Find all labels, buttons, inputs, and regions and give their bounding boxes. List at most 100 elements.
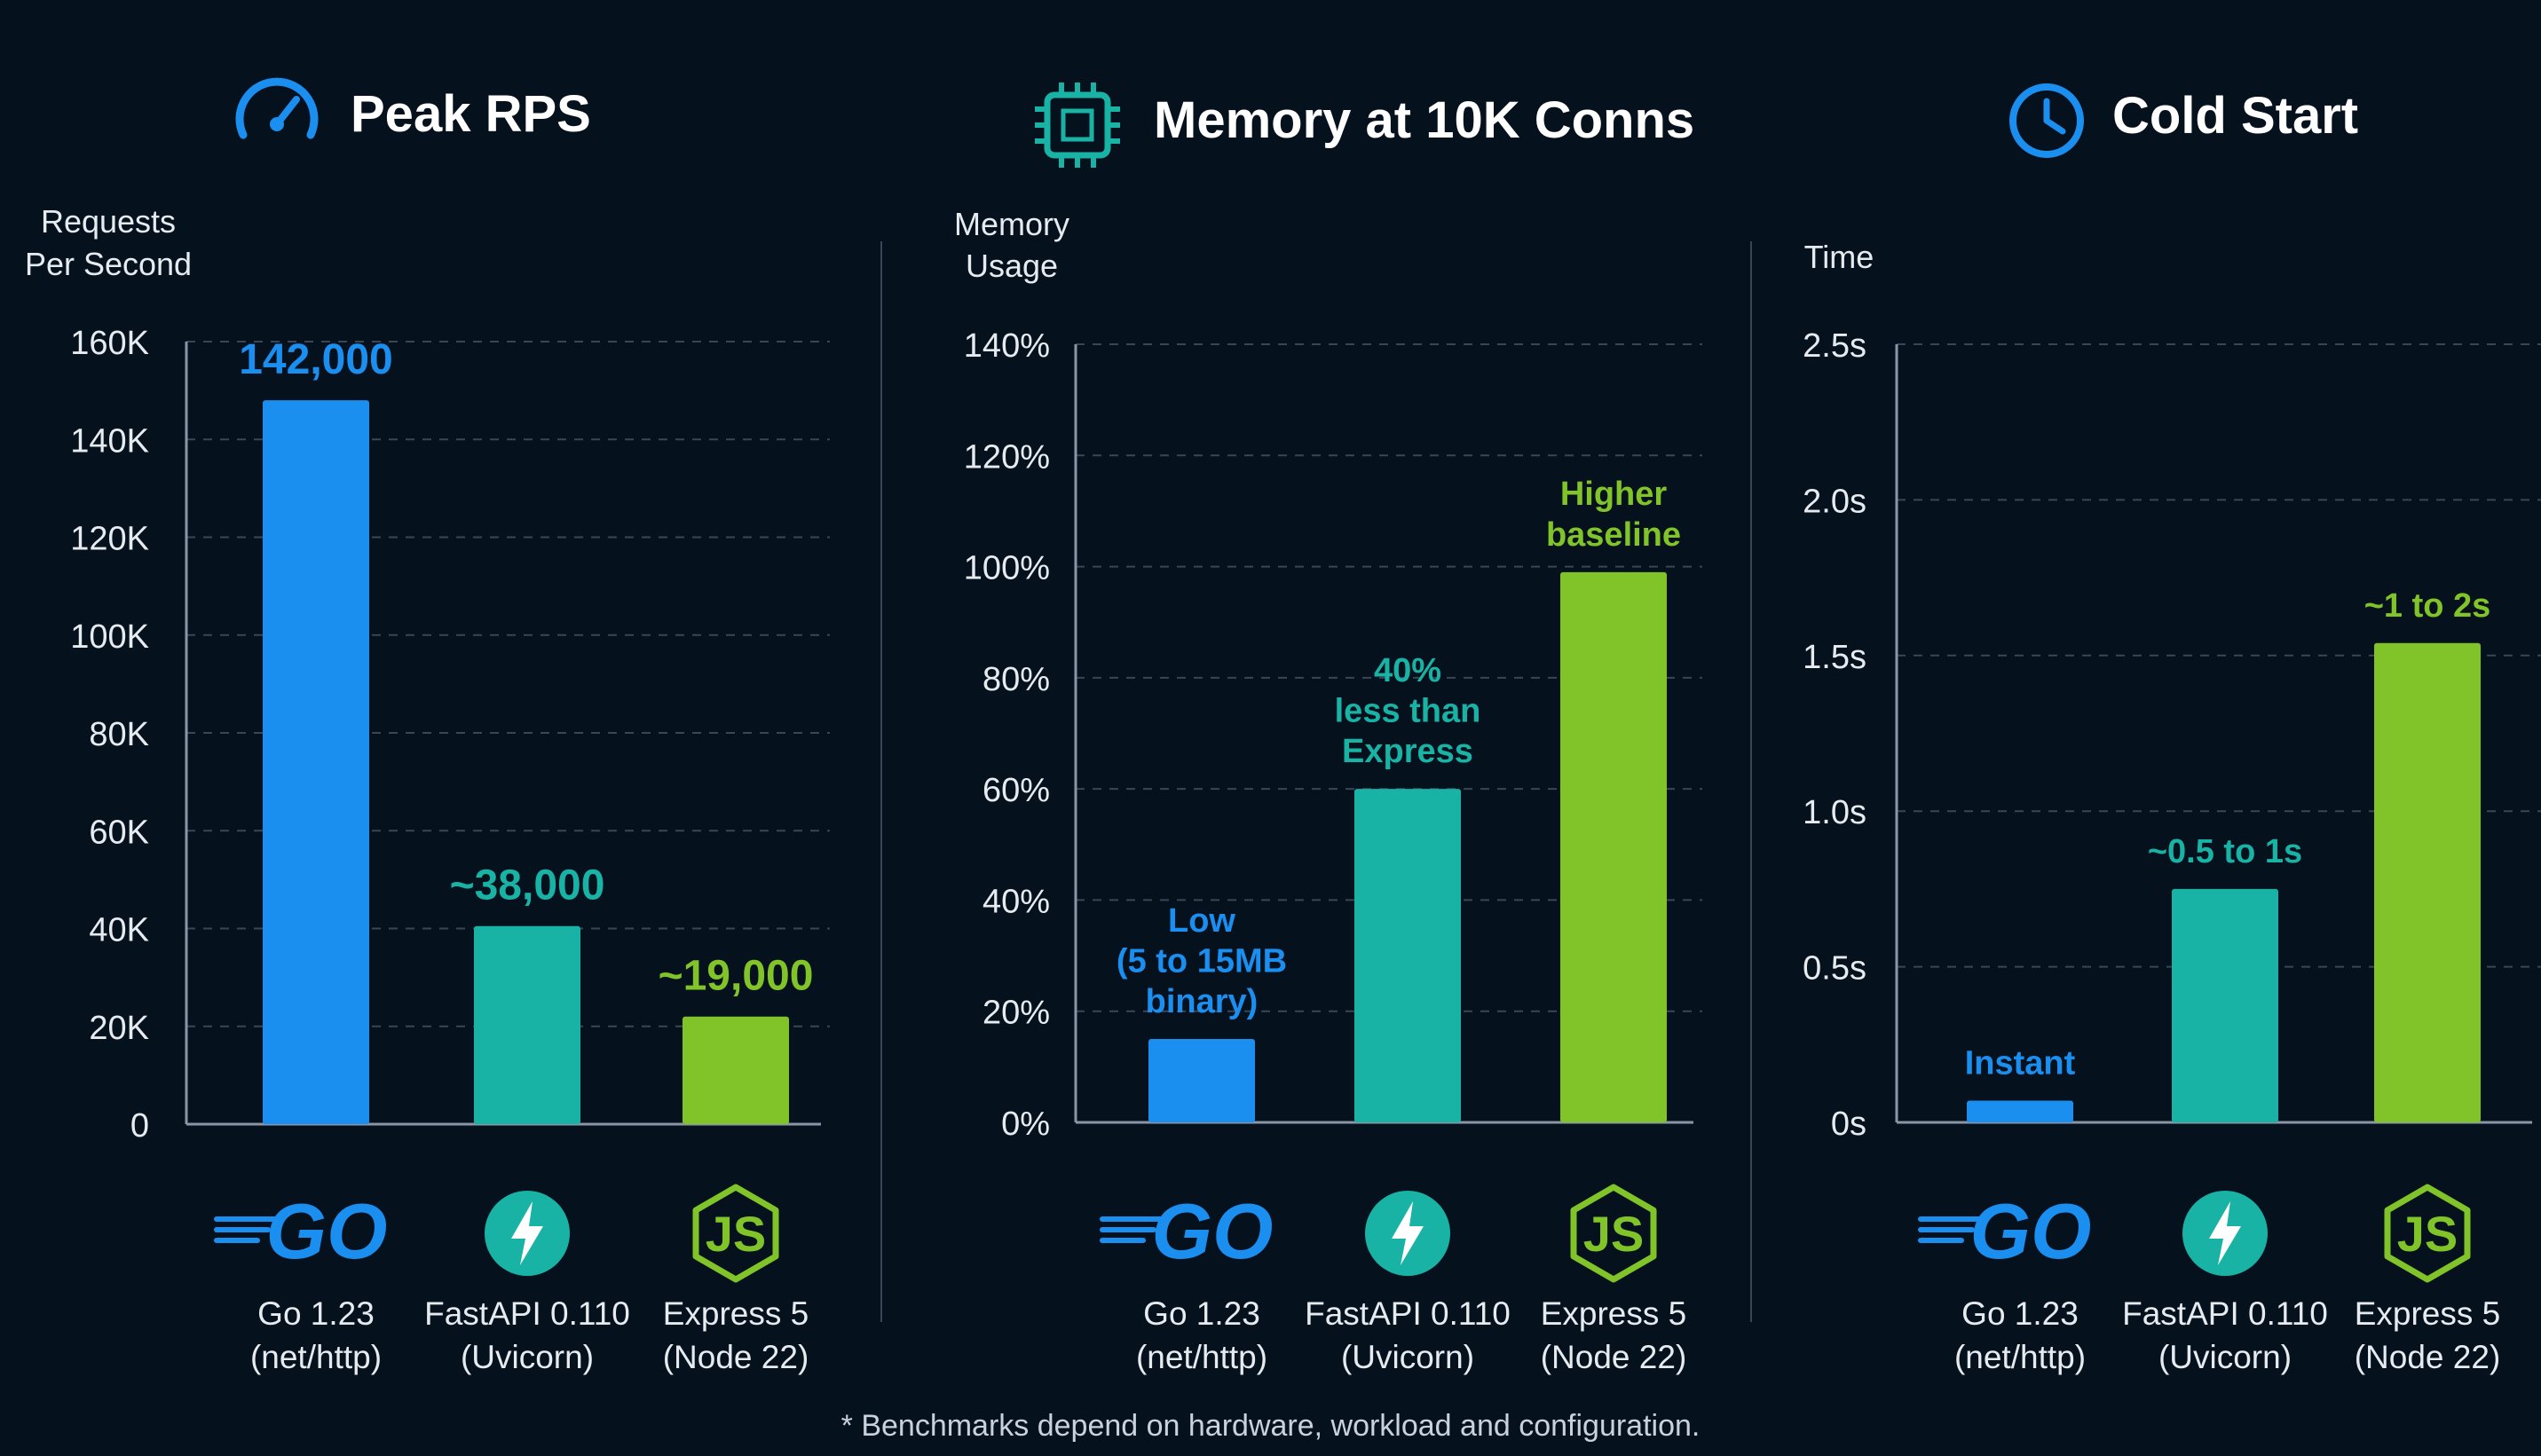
- bar-express: [2374, 642, 2481, 1122]
- y-tick-label: 100%: [964, 550, 1050, 587]
- bar-fastapi: [2172, 888, 2278, 1122]
- y-tick-label: 40K: [89, 912, 149, 949]
- category-sublabel: (Node 22): [2355, 1339, 2501, 1375]
- y-tick-label: 60K: [89, 814, 149, 851]
- category-sublabel: (Node 22): [663, 1339, 809, 1375]
- y-tick-label: 80%: [982, 661, 1050, 698]
- bar-go: [1148, 1039, 1255, 1122]
- data-label: Higher: [1560, 476, 1668, 513]
- speedometer-arc: [235, 77, 319, 139]
- category-label: Go 1.23: [257, 1295, 375, 1332]
- y-tick-label: 0: [130, 1107, 149, 1145]
- chart-panel-3: Cold Start Time 0s 0.5s 1.0s 1.5s 2.0s 2.5s Inst…: [1803, 83, 2541, 1375]
- category-label: Express 5: [2355, 1295, 2501, 1332]
- bar-fastapi: [474, 925, 580, 1124]
- node-logo-text: JS: [2397, 1206, 2458, 1262]
- category-label: FastAPI 0.110: [1305, 1295, 1511, 1332]
- nodejs-hexagon-icon: JS: [2384, 1184, 2471, 1283]
- data-label: (5 to 15MB: [1117, 942, 1287, 980]
- y-tick-label: 140%: [964, 327, 1050, 365]
- y-axis-label: Requests: [41, 203, 176, 240]
- clock-hands: [2043, 98, 2066, 135]
- node-hexagon: [692, 1184, 779, 1283]
- y-tick-label: 20K: [89, 1010, 149, 1047]
- data-label: binary): [1146, 983, 1259, 1020]
- category-label: Go 1.23: [1961, 1295, 2079, 1332]
- category-label: FastAPI 0.110: [424, 1295, 630, 1332]
- go-logo-text: GO: [266, 1187, 388, 1275]
- y-tick-label: 20%: [982, 995, 1050, 1032]
- y-axis-label: Usage: [966, 248, 1058, 284]
- category-sublabel: (Node 22): [1541, 1339, 1687, 1375]
- data-label: Instant: [1965, 1044, 2076, 1082]
- y-axis-label: Per Second: [25, 246, 192, 282]
- y-tick-label: 60%: [982, 772, 1050, 809]
- data-label: Express: [1342, 733, 1473, 770]
- bar-go: [1967, 1100, 2073, 1122]
- y-tick-label: 2.5s: [1803, 327, 1866, 365]
- lightning-bolt-icon: [2182, 1191, 2268, 1276]
- speedometer-icon: [235, 77, 319, 139]
- data-label: ~38,000: [450, 862, 605, 909]
- data-label: less than: [1335, 693, 1481, 730]
- go-gopher-logo-icon: GO: [1100, 1187, 1274, 1275]
- category-sublabel: (Uvicorn): [1341, 1339, 1474, 1375]
- y-tick-label: 40%: [982, 883, 1050, 920]
- data-label: 40%: [1374, 652, 1441, 689]
- y-tick-label: 120%: [964, 438, 1050, 476]
- y-tick-label: 0s: [1831, 1106, 1866, 1143]
- y-tick-label: 0%: [1001, 1106, 1050, 1143]
- lightning-bolt-icon: [1365, 1191, 1450, 1276]
- bolt-shape: [511, 1201, 543, 1265]
- chart-panel-2: Memory at 10K Conns Memory Usage 0% 20% 40% 60…: [954, 83, 1702, 1375]
- y-tick-label: 120K: [70, 521, 149, 558]
- y-tick-label: 160K: [70, 325, 149, 362]
- data-label: baseline: [1546, 516, 1681, 554]
- data-label: ~0.5 to 1s: [2148, 833, 2302, 870]
- go-logo-text: GO: [1152, 1187, 1274, 1275]
- chip-body: [1044, 91, 1111, 159]
- y-tick-label: 140K: [70, 422, 149, 460]
- bolt-shape: [2209, 1201, 2241, 1265]
- node-logo-text: JS: [706, 1206, 767, 1262]
- node-hexagon: [2384, 1184, 2471, 1283]
- y-tick-label: 80K: [89, 716, 149, 753]
- go-logo-text: GO: [1970, 1187, 2092, 1275]
- category-sublabel: (net/http): [250, 1339, 382, 1375]
- bar-express: [683, 1016, 789, 1124]
- speedometer-hub: [270, 117, 284, 131]
- memory-chip-icon: [1035, 83, 1120, 168]
- chart-title: Peak RPS: [351, 85, 591, 143]
- category-label: Express 5: [1541, 1295, 1687, 1332]
- category-sublabel: (Uvicorn): [2158, 1339, 2292, 1375]
- bolt-shape: [1392, 1201, 1424, 1265]
- chart-title: Memory at 10K Conns: [1154, 91, 1694, 149]
- y-axis-label: Memory: [954, 206, 1069, 242]
- category-sublabel: (net/http): [1954, 1339, 2086, 1375]
- category-sublabel: (net/http): [1136, 1339, 1267, 1375]
- category-label: Express 5: [663, 1295, 809, 1332]
- node-hexagon: [1570, 1184, 1657, 1283]
- data-label: 142,000: [239, 336, 393, 383]
- y-tick-label: 0.5s: [1803, 950, 1866, 988]
- clock-icon: [2009, 83, 2084, 158]
- category-label: Go 1.23: [1143, 1295, 1260, 1332]
- chip-core: [1061, 108, 1094, 142]
- y-tick-label: 1.5s: [1803, 639, 1866, 676]
- data-label: ~19,000: [659, 953, 814, 1000]
- y-tick-label: 100K: [70, 618, 149, 656]
- clock-face: [2009, 83, 2084, 158]
- category-sublabel: (Uvicorn): [461, 1339, 594, 1375]
- nodejs-hexagon-icon: JS: [1570, 1184, 1657, 1283]
- data-label: ~1 to 2s: [2364, 587, 2491, 625]
- bar-go: [263, 400, 369, 1124]
- data-label: Low: [1168, 902, 1235, 940]
- go-gopher-logo-icon: GO: [214, 1187, 388, 1275]
- category-label: FastAPI 0.110: [2122, 1295, 2328, 1332]
- chart-panel-1: Peak RPS Requests Per Second 0 20K 40K 60K 80K 1…: [25, 77, 830, 1375]
- y-tick-label: 2.0s: [1803, 483, 1866, 520]
- lightning-bolt-icon: [485, 1191, 570, 1276]
- y-axis-label: Time: [1804, 239, 1874, 275]
- go-gopher-logo-icon: GO: [1918, 1187, 2092, 1275]
